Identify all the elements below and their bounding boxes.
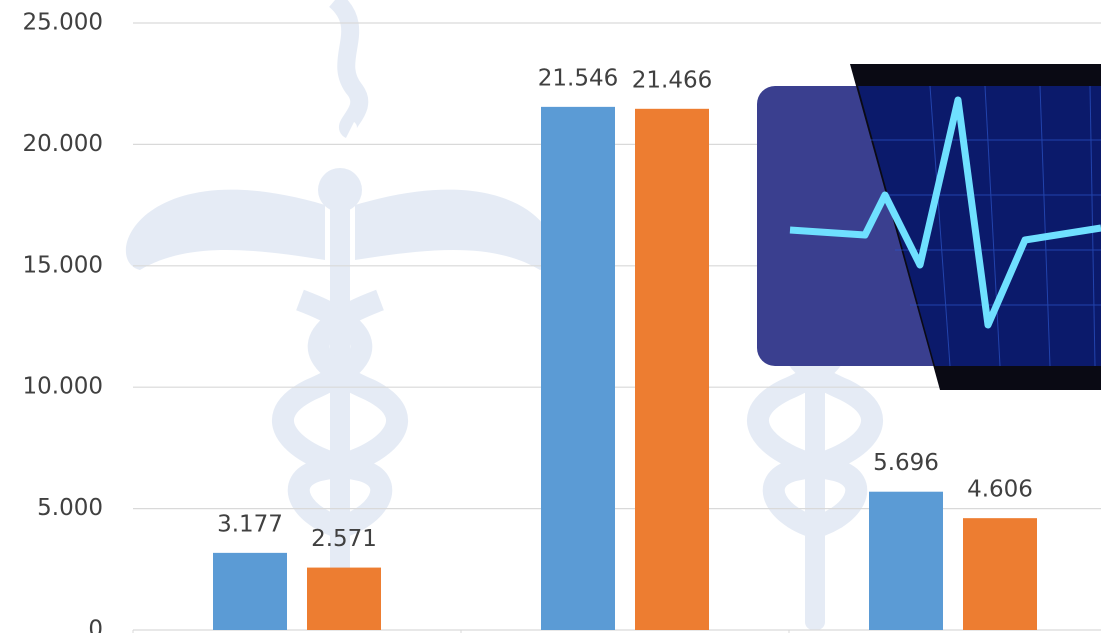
bar — [963, 518, 1037, 630]
bar — [213, 553, 287, 630]
bar — [869, 492, 943, 630]
y-tick-label: 0 — [88, 617, 103, 633]
bar — [541, 107, 615, 630]
y-tick-label: 25.000 — [23, 10, 103, 36]
y-tick-label: 15.000 — [23, 252, 103, 278]
y-tick-label: 5.000 — [37, 495, 103, 521]
y-tick-label: 20.000 — [23, 131, 103, 157]
y-tick-label: 10.000 — [23, 374, 103, 400]
data-label: 21.466 — [632, 67, 712, 93]
bar — [635, 109, 709, 630]
data-label: 21.546 — [538, 65, 618, 91]
data-label: 5.696 — [873, 450, 939, 476]
page: 0 5.000 10.000 15.000 20.000 25.000 3.177 21.5… — [0, 0, 1101, 633]
chart: 0 5.000 10.000 15.000 20.000 25.000 3.177 21.5… — [0, 0, 1101, 633]
data-label: 4.606 — [967, 477, 1033, 503]
data-label: 3.177 — [217, 511, 283, 537]
data-label: 2.571 — [311, 526, 377, 552]
bar — [307, 568, 381, 630]
monitor-image — [757, 64, 1101, 390]
